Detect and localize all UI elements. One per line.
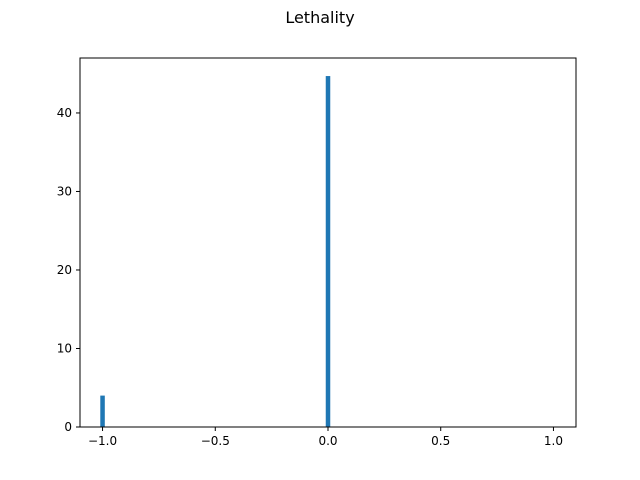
y-tick-label-2: 20 [57, 263, 72, 277]
plot-frame [79, 57, 577, 428]
x-tick-label-3: 0.5 [431, 434, 450, 448]
x-tick-label-2: 0.0 [318, 434, 337, 448]
y-tick-label-1: 10 [57, 341, 72, 355]
x-axis: −1.0 −0.5 0.0 0.5 1.0 [88, 427, 563, 448]
y-tick-label-4: 40 [57, 106, 72, 120]
y-tick-label-3: 30 [57, 184, 72, 198]
bars-layer [100, 76, 331, 428]
x-tick-label-0: −1.0 [88, 434, 117, 448]
chart-title: Lethality [285, 8, 354, 27]
x-tick-label-1: −0.5 [201, 434, 230, 448]
y-tick-label-0: 0 [64, 420, 72, 434]
bar-0 [100, 395, 105, 427]
bar-1 [325, 76, 331, 428]
x-tick-label-4: 1.0 [544, 434, 563, 448]
y-axis: 0 10 20 30 40 [57, 106, 80, 434]
